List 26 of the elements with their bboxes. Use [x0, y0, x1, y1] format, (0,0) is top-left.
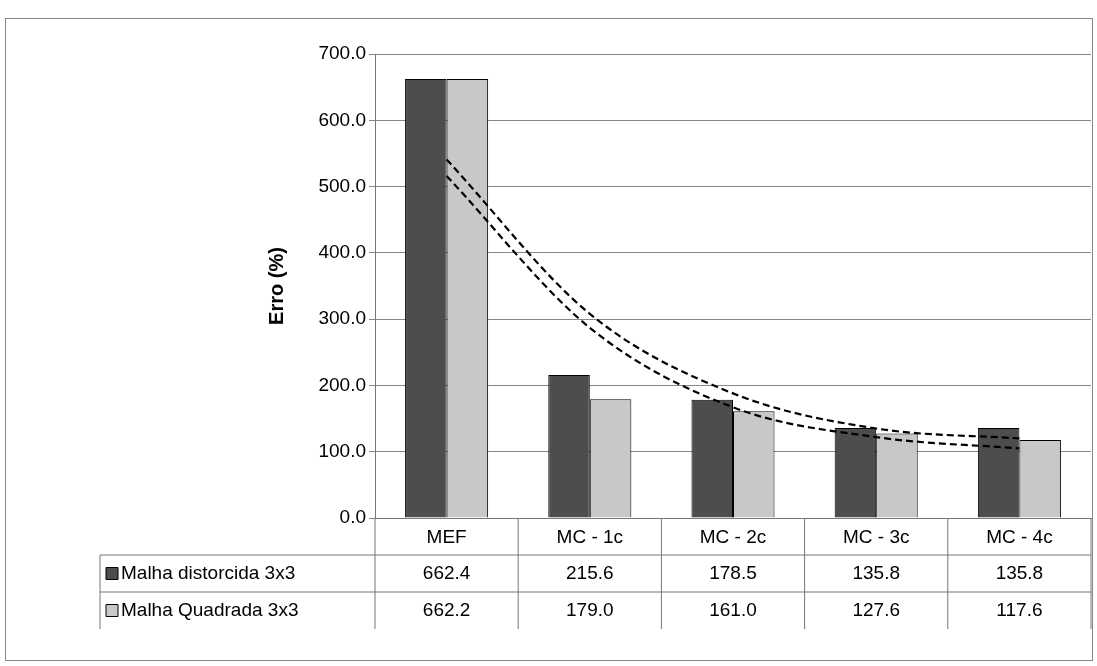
x-tick-label: MEF: [426, 525, 467, 547]
y-tick-label: 0.0: [339, 506, 366, 528]
legend-label: Malha distorcida 3x3: [121, 561, 296, 583]
data-label: 135.8: [995, 561, 1044, 583]
y-tick-label: 500.0: [318, 174, 366, 196]
legend-label: Malha Quadrada 3x3: [121, 598, 299, 620]
data-label: 662.2: [422, 598, 471, 620]
data-label: 178.5: [709, 561, 757, 583]
y-tick-label: 100.0: [318, 439, 366, 461]
y-tick-label: 600.0: [318, 108, 366, 130]
y-axis-title: Erro (%): [264, 247, 287, 325]
x-tick-label: MC - 4c: [986, 525, 1053, 547]
data-label: 161.0: [709, 598, 757, 620]
data-label: 662.4: [422, 561, 471, 583]
data-label: 215.6: [566, 561, 614, 583]
data-label: 179.0: [566, 598, 614, 620]
y-tick-label: 700.0: [318, 42, 366, 64]
y-tick-label: 200.0: [318, 373, 366, 395]
data-label: 135.8: [852, 561, 900, 583]
y-tick-label: 300.0: [318, 307, 366, 329]
data-label: 127.6: [852, 598, 900, 620]
x-tick-label: MC - 3c: [842, 525, 910, 547]
y-tick-label: 400.0: [318, 241, 366, 263]
x-tick-label: MC - 2c: [699, 525, 767, 547]
data-label: 117.6: [996, 598, 1043, 620]
x-tick-label: MC - 1c: [556, 525, 624, 547]
